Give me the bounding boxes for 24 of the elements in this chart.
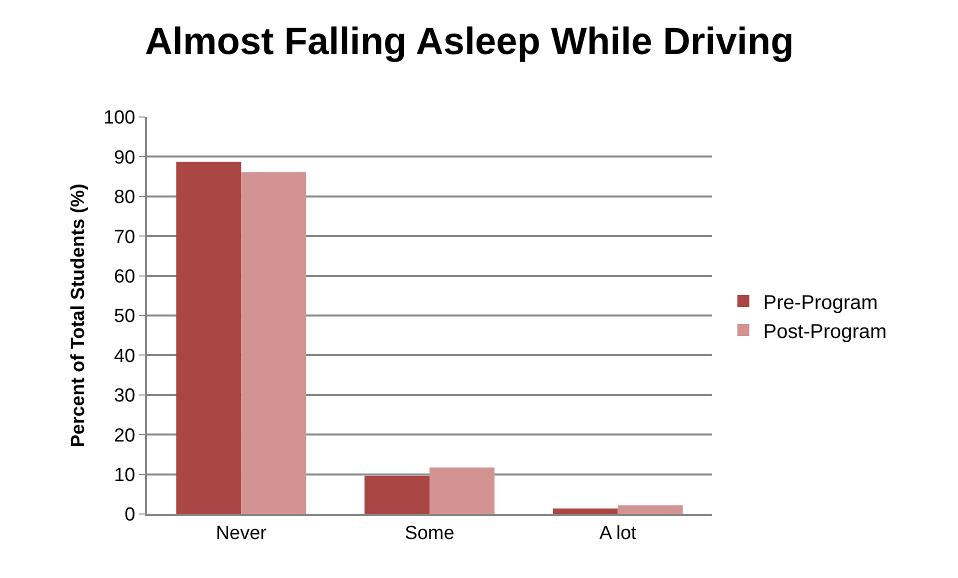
bar xyxy=(552,508,618,514)
y-tick-label: 50 xyxy=(114,306,136,328)
x-tick-label: A lot xyxy=(599,522,638,544)
legend-label: Post-Program xyxy=(763,320,887,343)
y-tick-label: 40 xyxy=(114,346,136,367)
y-tick-label: 10 xyxy=(114,464,136,486)
bar xyxy=(430,468,494,514)
y-tick-label: 80 xyxy=(114,187,136,208)
y-tick-label: 20 xyxy=(114,425,136,446)
bar xyxy=(241,172,306,514)
y-tick-label: 30 xyxy=(114,386,136,407)
y-tick-label: 60 xyxy=(114,266,136,288)
y-tick-label: 70 xyxy=(114,226,136,248)
bar xyxy=(364,476,430,514)
y-axis-title: Percent of Total Students (%) xyxy=(68,184,89,448)
y-tick-label: 90 xyxy=(114,147,136,168)
x-tick-label: Some xyxy=(404,522,454,544)
legend-label: Pre-Program xyxy=(763,292,878,314)
chart-title: Almost Falling Asleep While Driving xyxy=(144,20,794,63)
bar xyxy=(176,162,242,514)
y-tick-label: 100 xyxy=(103,108,136,129)
bar xyxy=(618,505,683,514)
x-tick-label: Never xyxy=(216,522,268,544)
y-tick-label: 0 xyxy=(124,504,136,526)
